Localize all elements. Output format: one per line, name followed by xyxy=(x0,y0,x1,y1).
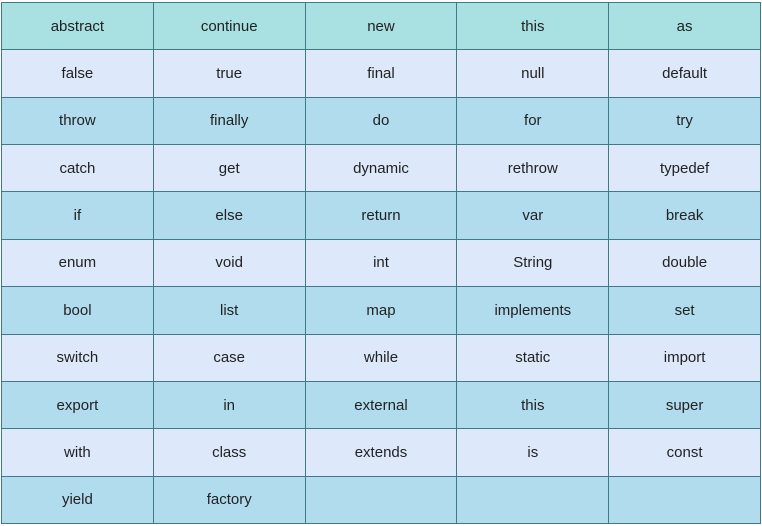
keyword-cell: external xyxy=(304,380,458,430)
keyword-cell: throw xyxy=(1,96,154,146)
keyword-cell: is xyxy=(456,428,610,477)
keyword-cell: as xyxy=(608,1,761,51)
keyword-cell: void xyxy=(152,238,306,288)
table-row: if else return var break xyxy=(1,191,761,240)
keyword-cell: class xyxy=(152,428,306,477)
keyword-cell: yield xyxy=(1,475,154,525)
keyword-cell: return xyxy=(304,191,458,240)
empty-cell xyxy=(456,475,610,525)
keyword-cell: implements xyxy=(456,286,610,335)
keyword-cell: new xyxy=(304,1,458,51)
keyword-cell: else xyxy=(152,191,306,240)
keyword-cell: while xyxy=(304,333,458,382)
keyword-cell: enum xyxy=(1,238,154,288)
keyword-cell: String xyxy=(456,238,610,288)
table-row: false true final null default xyxy=(1,49,761,98)
keyword-cell: final xyxy=(304,49,458,98)
table-row: switch case while static import xyxy=(1,333,761,382)
keyword-cell: null xyxy=(456,49,610,98)
keyword-cell: set xyxy=(608,286,761,335)
table-row: bool list map implements set xyxy=(1,286,761,335)
table-row: enum void int String double xyxy=(1,238,761,288)
keyword-cell: int xyxy=(304,238,458,288)
keyword-cell: factory xyxy=(152,475,306,525)
empty-cell xyxy=(304,475,458,525)
keyword-cell: true xyxy=(152,49,306,98)
keyword-cell: typedef xyxy=(608,144,761,193)
table-row: export in external this super xyxy=(1,380,761,430)
keyword-cell: super xyxy=(608,380,761,430)
table-row: abstract continue new this as xyxy=(1,1,761,51)
keyword-cell: this xyxy=(456,380,610,430)
keyword-cell: static xyxy=(456,333,610,382)
keyword-cell: break xyxy=(608,191,761,240)
keyword-cell: export xyxy=(1,380,154,430)
keyword-cell: try xyxy=(608,96,761,146)
keyword-cell: map xyxy=(304,286,458,335)
keyword-cell: bool xyxy=(1,286,154,335)
table-row: throw finally do for try xyxy=(1,96,761,146)
keyword-cell: list xyxy=(152,286,306,335)
keyword-cell: double xyxy=(608,238,761,288)
keyword-cell: for xyxy=(456,96,610,146)
keyword-cell: extends xyxy=(304,428,458,477)
keyword-cell: do xyxy=(304,96,458,146)
keyword-cell: catch xyxy=(1,144,154,193)
keyword-cell: dynamic xyxy=(304,144,458,193)
table-row: with class extends is const xyxy=(1,428,761,477)
empty-cell xyxy=(608,475,761,525)
keyword-cell: false xyxy=(1,49,154,98)
keyword-cell: import xyxy=(608,333,761,382)
keyword-cell: get xyxy=(152,144,306,193)
keyword-cell: case xyxy=(152,333,306,382)
keyword-cell: finally xyxy=(152,96,306,146)
keyword-cell: default xyxy=(608,49,761,98)
keyword-cell: rethrow xyxy=(456,144,610,193)
keyword-cell: if xyxy=(1,191,154,240)
table-row: catch get dynamic rethrow typedef xyxy=(1,144,761,193)
keyword-cell: in xyxy=(152,380,306,430)
keyword-cell: switch xyxy=(1,333,154,382)
keyword-cell: this xyxy=(456,1,610,51)
keyword-cell: const xyxy=(608,428,761,477)
keyword-cell: with xyxy=(1,428,154,477)
keyword-cell: abstract xyxy=(1,1,154,51)
keyword-cell: continue xyxy=(152,1,306,51)
table-row: yield factory xyxy=(1,475,761,525)
keyword-cell: var xyxy=(456,191,610,240)
